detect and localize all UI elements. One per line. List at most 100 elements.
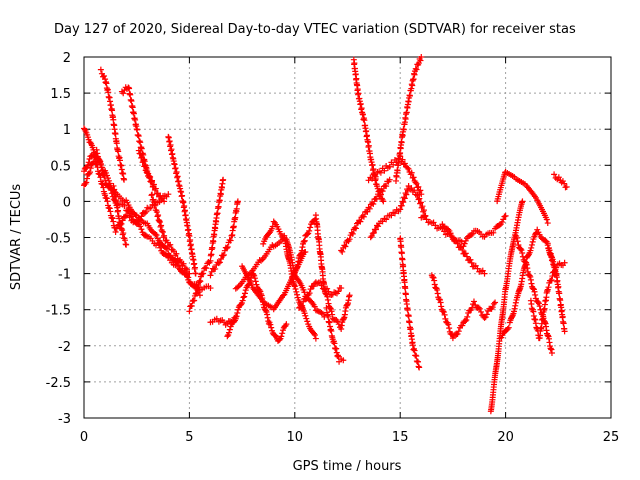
data-point [383,216,390,223]
data-point [207,257,214,264]
data-point [120,230,127,237]
y-tick-label: 1.5 [50,87,71,102]
data-point [153,232,160,239]
data-point [461,240,468,247]
data-point [310,330,317,337]
data-point [140,157,147,164]
data-point [126,214,133,221]
data-point [342,243,349,250]
data-point [272,332,279,339]
data-point [302,312,309,319]
data-point [141,161,148,168]
data-point [528,244,535,251]
data-point [351,224,358,231]
data-point [306,227,313,234]
data-point [417,57,424,64]
data-point [138,226,145,233]
data-point [404,164,411,171]
data-point [181,202,188,209]
data-point [544,240,551,247]
data-point [145,170,152,177]
data-point [410,174,417,181]
data-point [417,199,424,206]
data-point [360,213,367,220]
data-point [148,192,155,199]
data-point [134,126,141,133]
data-point [121,176,128,183]
data-point [276,336,283,343]
data-point [543,216,550,223]
data-point [126,85,133,92]
data-point [188,302,195,309]
data-point [156,217,163,224]
data-point [150,199,157,206]
data-point [398,139,405,146]
data-point [548,276,555,283]
data-point [500,216,507,223]
data-point [143,232,150,239]
data-point [143,165,150,172]
data-point [279,330,286,337]
data-point [392,177,399,184]
data-point [310,283,317,290]
data-point [364,208,371,215]
data-point [432,222,439,229]
data-point [328,308,335,315]
data-point [224,333,231,340]
data-point [260,240,267,247]
data-point [405,165,412,172]
series-track-4 [97,66,128,183]
data-point [156,219,163,226]
data-point [398,244,405,251]
data-point [132,211,139,218]
data-point [185,226,192,233]
data-point [394,167,401,174]
data-point [123,241,130,248]
data-point [355,90,362,97]
series-track-26 [418,213,488,277]
data-point [174,173,181,180]
data-point [218,255,225,262]
data-point [449,335,456,342]
data-point [158,222,165,229]
data-point [137,223,144,230]
data-point [184,273,191,280]
data-point [546,247,553,254]
data-point [87,169,94,176]
data-point [226,236,233,243]
data-point [483,311,490,318]
series-track-21 [350,56,387,205]
series-track-6 [110,182,130,248]
data-point [420,207,427,214]
series-track-13 [224,270,290,344]
data-point [101,73,108,80]
data-point [490,300,497,307]
data-point [402,291,409,298]
data-point [166,243,173,250]
data-point [175,263,182,270]
data-point [84,162,91,169]
data-point [547,277,554,284]
data-point [468,231,475,238]
data-point [227,237,234,244]
data-point [138,213,145,220]
data-point [303,315,310,322]
data-point [492,299,499,306]
series-track-11 [207,198,241,279]
data-point [186,270,193,277]
data-point [369,175,376,182]
data-point [270,218,277,225]
data-point [397,206,404,213]
data-point [496,222,503,229]
x-tick-label: 5 [185,430,193,445]
data-point [377,191,384,198]
data-point [401,160,408,167]
y-tick-label: 0.5 [50,159,71,174]
data-point [293,288,300,295]
data-point [399,198,406,205]
data-point [416,195,423,202]
data-point [207,285,214,292]
data-point [519,198,526,205]
series-track-12 [207,313,239,328]
